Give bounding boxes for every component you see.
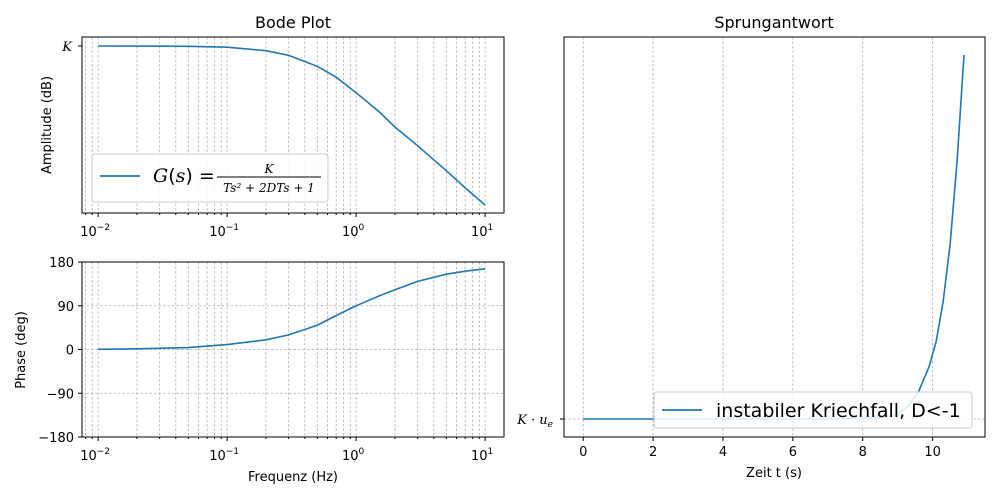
step-response-x-axis-label: Zeit t (s)	[746, 466, 802, 481]
step-response-x-tick-label: 6	[789, 445, 797, 460]
amplitude-y-ticks: K	[61, 40, 82, 55]
phase-y-tick-label: −180	[38, 431, 74, 446]
step-response-x-tick-label: 10	[924, 445, 941, 460]
amplitude-legend-numerator: K	[264, 162, 275, 176]
step-response-legend: instabiler Kriechfall, D<-1	[653, 391, 973, 429]
amplitude-curve	[98, 45, 486, 206]
phase-x-tick-label: 101	[471, 447, 493, 464]
step-response-x-tick-label: 8	[859, 445, 867, 460]
amplitude-x-tick-label: 10−1	[209, 223, 239, 240]
amplitude-y-axis-label: Amplitude (dB)	[40, 76, 55, 174]
step-response-x-tick-label: 0	[579, 445, 587, 460]
phase-y-axis-label: Phase (deg)	[14, 311, 29, 389]
phase-grid	[82, 261, 504, 438]
step-response-legend-box	[653, 391, 973, 429]
phase-x-tick-label: 10−2	[80, 447, 110, 464]
phase-curve	[98, 268, 486, 351]
phase-y-tick-label: 90	[57, 300, 74, 315]
phase-y-tick-label: 0	[66, 344, 74, 359]
amplitude-x-ticks: 10−2 10−1 100 101	[80, 213, 493, 240]
phase-x-tick-label: 10−1	[209, 447, 239, 464]
step-response-y-ticks: K · ue	[516, 413, 564, 430]
amplitude-legend-label-prefix: G(s) =	[153, 165, 215, 187]
step-response-y-tick-label-kue: K · ue	[516, 413, 553, 430]
step-response-legend-label: instabiler Kriechfall, D<-1	[716, 400, 961, 422]
step-response-curve	[583, 54, 965, 420]
phase-y-ticks: 180 90 0 −90 −180	[38, 256, 82, 446]
phase-plot: 10−2 10−1 100 101 180 90 0 −90 −180 Frequenz (H…	[14, 256, 505, 485]
amplitude-legend-box	[91, 153, 329, 203]
step-response-x-tick-label: 4	[719, 445, 727, 460]
amplitude-plot-title: Bode Plot	[255, 13, 331, 32]
amplitude-legend: G(s) = K Ts² + 2DTs + 1	[91, 153, 329, 203]
amplitude-plot: Bode Plot 10−2 10−1 100 101 K Amplitude (dB…	[40, 13, 505, 240]
phase-x-tick-label: 100	[342, 447, 365, 464]
amplitude-x-tick-label: 10−2	[80, 223, 110, 240]
amplitude-x-tick-label: 101	[471, 223, 493, 240]
step-response-grid	[564, 37, 985, 437]
step-response-title: Sprungantwort	[714, 13, 833, 32]
amplitude-legend-denominator: Ts² + 2DTs + 1	[223, 181, 315, 195]
phase-x-axis-label: Frequenz (Hz)	[248, 470, 338, 485]
phase-y-tick-label: −90	[47, 387, 74, 402]
amplitude-x-tick-label: 100	[342, 223, 365, 240]
step-response-plot: Sprungantwort 0 2 4 6 8 10 K · ue Zeit t (s) …	[516, 13, 986, 481]
step-response-axes-frame	[563, 36, 986, 438]
step-response-x-tick-label: 2	[649, 445, 657, 460]
step-response-x-ticks: 0 2 4 6 8 10	[579, 437, 941, 460]
phase-y-tick-label: 180	[49, 256, 74, 271]
amplitude-y-tick-label-k: K	[61, 40, 73, 55]
amplitude-axes-frame	[81, 36, 505, 214]
phase-x-ticks: 10−2 10−1 100 101	[80, 437, 493, 464]
